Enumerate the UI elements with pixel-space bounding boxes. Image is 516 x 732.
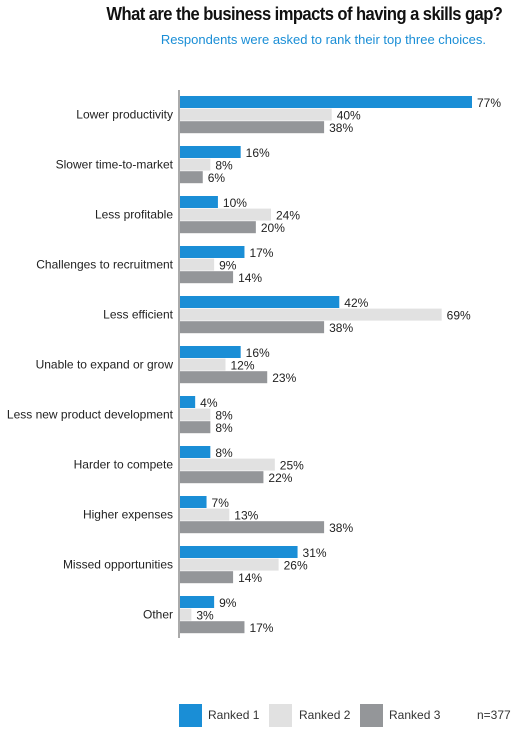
bar-unable-to-expand-or-grow-ranked-1 (180, 346, 241, 358)
bar-unable-to-expand-or-grow-ranked-2 (180, 358, 226, 371)
bar-unable-to-expand-or-grow-ranked-3 (180, 371, 268, 384)
bar-challenges-to-recruitment-ranked-3 (180, 271, 234, 284)
value-label-less-profitable-ranked-2: 24% (276, 209, 300, 223)
category-label-higher-expenses: Higher expenses (83, 508, 173, 522)
category-label-less-profitable: Less profitable (95, 208, 173, 222)
bar-missed-opportunities-ranked-2 (180, 558, 279, 571)
bar-lower-productivity-ranked-1 (180, 96, 472, 108)
value-label-higher-expenses-ranked-3: 38% (329, 521, 353, 535)
value-label-slower-time-to-market-ranked-3: 6% (208, 171, 226, 185)
bar-other-ranked-1 (180, 596, 215, 608)
value-label-missed-opportunities-ranked-2: 26% (284, 559, 308, 573)
bar-higher-expenses-ranked-3 (180, 521, 325, 534)
value-label-less-new-product-development-ranked-1: 4% (200, 396, 218, 410)
legend-swatch-ranked-1 (179, 704, 202, 727)
bar-slower-time-to-market-ranked-1 (180, 146, 241, 158)
category-label-lower-productivity: Lower productivity (76, 108, 173, 122)
bar-higher-expenses-ranked-1 (180, 496, 207, 508)
value-label-lower-productivity-ranked-1: 77% (477, 96, 501, 110)
value-label-harder-to-compete-ranked-2: 25% (280, 459, 304, 473)
bar-less-profitable-ranked-3 (180, 221, 256, 234)
value-label-higher-expenses-ranked-1: 7% (212, 496, 230, 510)
value-label-other-ranked-1: 9% (219, 596, 237, 610)
chart-title: What are the business impacts of having … (106, 4, 502, 24)
value-label-less-efficient-ranked-3: 38% (329, 321, 353, 335)
bar-less-efficient-ranked-1 (180, 296, 340, 308)
bar-less-efficient-ranked-3 (180, 321, 325, 334)
category-label-unable-to-expand-or-grow: Unable to expand or grow (36, 358, 174, 372)
bar-higher-expenses-ranked-2 (180, 508, 230, 521)
bar-slower-time-to-market-ranked-2 (180, 158, 211, 171)
bar-other-ranked-2 (180, 608, 192, 621)
legend: Ranked 1 Ranked 2 Ranked 3 n=377 (0, 704, 516, 728)
value-label-less-profitable-ranked-1: 10% (223, 196, 247, 210)
category-label-missed-opportunities: Missed opportunities (63, 558, 173, 572)
category-label-other: Other (143, 608, 173, 622)
value-label-harder-to-compete-ranked-1: 8% (215, 446, 233, 460)
bar-missed-opportunities-ranked-1 (180, 546, 298, 558)
value-label-lower-productivity-ranked-2: 40% (337, 109, 361, 123)
bar-lower-productivity-ranked-2 (180, 108, 332, 121)
value-label-less-efficient-ranked-1: 42% (344, 296, 368, 310)
value-label-harder-to-compete-ranked-3: 22% (268, 471, 292, 485)
bar-less-new-product-development-ranked-2 (180, 408, 211, 421)
category-label-challenges-to-recruitment: Challenges to recruitment (36, 258, 173, 272)
bar-missed-opportunities-ranked-3 (180, 571, 234, 584)
category-label-harder-to-compete: Harder to compete (74, 458, 174, 472)
value-label-other-ranked-2: 3% (196, 609, 214, 623)
bar-less-new-product-development-ranked-1 (180, 396, 196, 408)
value-label-challenges-to-recruitment-ranked-3: 14% (238, 271, 262, 285)
value-label-higher-expenses-ranked-2: 13% (234, 509, 258, 523)
legend-label-ranked-3: Ranked 3 (389, 708, 441, 722)
bar-less-new-product-development-ranked-3 (180, 421, 211, 434)
bar-less-efficient-ranked-2 (180, 308, 442, 321)
value-label-missed-opportunities-ranked-3: 14% (238, 571, 262, 585)
value-label-slower-time-to-market-ranked-2: 8% (215, 159, 233, 173)
value-label-less-profitable-ranked-3: 20% (261, 221, 285, 235)
value-label-challenges-to-recruitment-ranked-1: 17% (249, 246, 273, 260)
value-label-lower-productivity-ranked-3: 38% (329, 121, 353, 135)
category-label-slower-time-to-market: Slower time-to-market (56, 158, 174, 172)
legend-swatch-ranked-3 (360, 704, 383, 727)
bar-harder-to-compete-ranked-3 (180, 471, 264, 484)
legend-swatch-ranked-2 (269, 704, 292, 727)
legend-label-ranked-2: Ranked 2 (299, 708, 351, 722)
chart-subtitle: Respondents were asked to rank their top… (160, 32, 486, 47)
value-label-less-new-product-development-ranked-2: 8% (215, 409, 233, 423)
bar-harder-to-compete-ranked-1 (180, 446, 211, 458)
value-label-challenges-to-recruitment-ranked-2: 9% (219, 259, 237, 273)
bar-challenges-to-recruitment-ranked-1 (180, 246, 245, 258)
bar-less-profitable-ranked-1 (180, 196, 218, 208)
bar-slower-time-to-market-ranked-3 (180, 171, 203, 184)
value-label-other-ranked-3: 17% (249, 621, 273, 635)
bar-harder-to-compete-ranked-2 (180, 458, 275, 471)
value-label-unable-to-expand-or-grow-ranked-1: 16% (246, 346, 270, 360)
value-label-slower-time-to-market-ranked-1: 16% (246, 146, 270, 160)
value-label-less-efficient-ranked-2: 69% (447, 309, 471, 323)
value-label-unable-to-expand-or-grow-ranked-3: 23% (272, 371, 296, 385)
value-label-unable-to-expand-or-grow-ranked-2: 12% (231, 359, 255, 373)
category-label-less-efficient: Less efficient (103, 308, 173, 322)
value-label-less-new-product-development-ranked-3: 8% (215, 421, 233, 435)
legend-label-ranked-1: Ranked 1 (208, 708, 260, 722)
bar-challenges-to-recruitment-ranked-2 (180, 258, 215, 271)
value-label-missed-opportunities-ranked-1: 31% (303, 546, 327, 560)
bar-less-profitable-ranked-2 (180, 208, 272, 221)
sample-size-note: n=377 (477, 708, 511, 722)
bar-other-ranked-3 (180, 621, 245, 634)
bar-lower-productivity-ranked-3 (180, 121, 325, 134)
category-label-less-new-product-development: Less new product development (7, 408, 174, 422)
